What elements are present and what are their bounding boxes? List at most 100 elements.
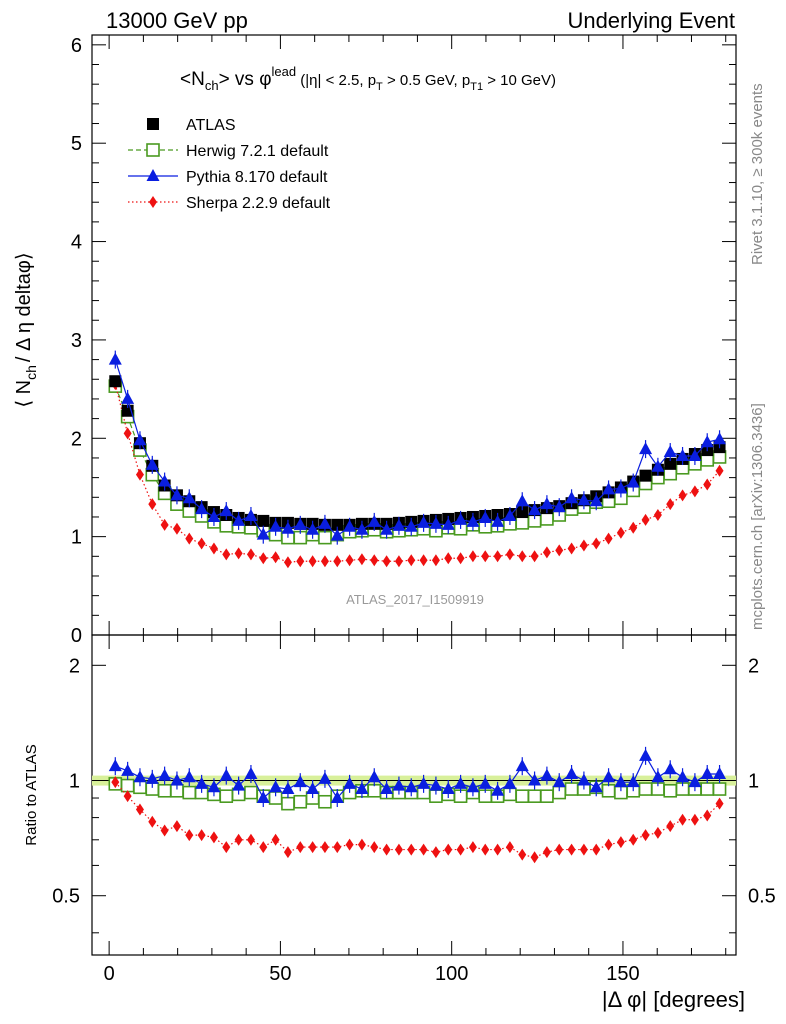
pythia-ratio-point (158, 768, 172, 781)
legend-marker (146, 143, 160, 157)
pythia-point (713, 432, 727, 445)
atlas-point (109, 375, 122, 388)
x-tick-label: 50 (269, 963, 291, 985)
sherpa-ratio-point (481, 843, 490, 856)
sherpa-ratio-point (530, 851, 539, 864)
pythia-point (614, 481, 628, 494)
pythia-point (540, 497, 554, 510)
sherpa-point (246, 548, 255, 561)
legend-label: Herwig 7.2.1 default (186, 143, 329, 160)
main-series-group (108, 350, 727, 569)
pythia-ratio-point (293, 775, 307, 788)
pythia-point (195, 502, 209, 515)
pythia-point (392, 518, 406, 531)
pythia-ratio-point (355, 782, 369, 795)
sherpa-ratio-point (148, 815, 157, 828)
pythia-point (380, 522, 394, 535)
pythia-ratio-point (503, 776, 517, 789)
y-tick-label: 1 (71, 527, 82, 549)
legend: ATLAS Herwig 7.2.1 default Pythia 8.170 … (128, 117, 331, 212)
sherpa-ratio-point (555, 843, 564, 856)
x-axis-label: |Δ φ| [degrees] (602, 987, 745, 1012)
sherpa-ratio-point (444, 843, 453, 856)
pythia-point (330, 528, 344, 541)
pythia-point (256, 527, 270, 540)
legend-item-herwig: Herwig 7.2.1 default (128, 143, 329, 160)
sherpa-ratio-point (296, 841, 305, 854)
ratio-plot-frame (91, 634, 737, 956)
pythia-point (367, 514, 381, 527)
legend-item-sherpa: Sherpa 2.2.9 default (128, 195, 331, 212)
y-tick-label: 3 (71, 330, 82, 352)
sherpa-point (715, 464, 724, 477)
sherpa-point (345, 554, 354, 567)
pythia-point (355, 522, 369, 535)
y-tick-label: 5 (71, 133, 82, 155)
sherpa-point (666, 498, 675, 511)
atlas-point (516, 506, 529, 519)
herwig-point (540, 512, 554, 526)
pythia-point (515, 494, 529, 507)
y-axis-label: ⟨ Nch/ Δ η deltaφ⟩ (13, 252, 39, 407)
sherpa-point (160, 518, 169, 531)
sherpa-point (271, 551, 280, 564)
pythia-point (478, 510, 492, 523)
pythia-ratio-point (528, 773, 542, 786)
pythia-ratio-point (244, 766, 258, 779)
pythia-ratio-point (281, 782, 295, 795)
ratio-series-group (108, 746, 727, 864)
pythia-point (688, 448, 702, 461)
sherpa-point (690, 485, 699, 498)
legend-label: Pythia 8.170 default (186, 169, 328, 186)
pythia-point (182, 491, 196, 504)
sherpa-point (579, 539, 588, 552)
pythia-ratio-point (429, 778, 443, 791)
sherpa-point (481, 550, 490, 563)
pythia-ratio-point (380, 782, 394, 795)
pythia-point (429, 516, 443, 529)
pythia-ratio-point (195, 776, 209, 789)
herwig-ratio-point (367, 783, 382, 798)
sherpa-ratio-point (456, 843, 465, 856)
sherpa-point (653, 509, 662, 521)
sherpa-ratio-point (320, 841, 329, 854)
sherpa-ratio-point (333, 841, 342, 854)
pythia-ratio-point (219, 768, 233, 781)
pythia-ratio-point (256, 791, 270, 804)
pythia-ratio-point (676, 770, 690, 783)
sherpa-point (444, 552, 453, 565)
rivet-label: Rivet 3.1.10, ≥ 300k events (749, 83, 766, 265)
pythia-ratio-point (577, 773, 591, 786)
sherpa-point (555, 544, 564, 557)
herwig-ratio-point (712, 782, 727, 796)
x-tick-label: 100 (435, 963, 468, 985)
sherpa-ratio-point (259, 841, 268, 854)
sherpa-ratio-point (666, 820, 675, 833)
pythia-point (269, 519, 283, 532)
sherpa-ratio-point (493, 843, 502, 856)
pythia-ratio-point (540, 768, 554, 781)
sherpa-ratio-point (197, 829, 206, 842)
herwig-ratio-point (515, 789, 530, 803)
sherpa-ratio-point (518, 848, 527, 861)
pythia-point (121, 391, 135, 404)
y-tick-label: 0 (71, 625, 82, 647)
pythia-ratio-point (552, 775, 566, 788)
sherpa-point (382, 555, 391, 568)
axis-tick-labels: 0 50 100 150 0 1 2 3 4 5 6 0.5 1 2 0.5 1… (52, 35, 776, 985)
sherpa-point (394, 555, 403, 568)
x-tick-label: 150 (606, 963, 639, 985)
herwig-point (515, 516, 530, 530)
herwig-ratio-point (182, 785, 197, 800)
herwig-ratio-point (157, 783, 172, 798)
pythia-point (676, 448, 690, 461)
pythia-ratio-point (108, 759, 122, 772)
sherpa-ratio-point (308, 841, 317, 854)
pythia-ratio-point (688, 775, 702, 788)
pythia-point (565, 491, 579, 504)
pythia-point (417, 515, 431, 528)
herwig-ratio-point (219, 789, 234, 803)
sherpa-ratio-point (690, 813, 699, 826)
pythia-point (454, 512, 468, 525)
